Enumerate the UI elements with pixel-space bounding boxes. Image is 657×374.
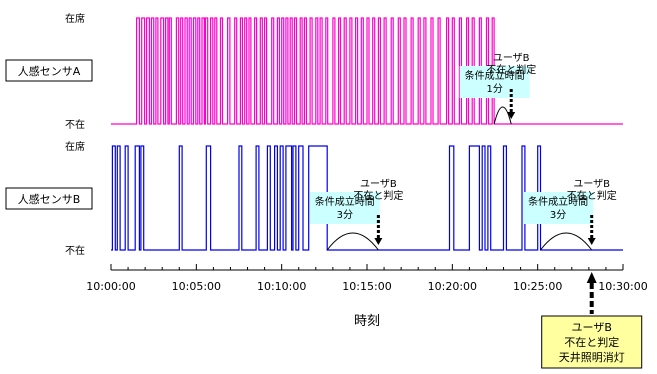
x-axis: 10:00:00 10:05:00 10:10:00 10:15:00 10:20:00… [86,264,648,293]
annotations: 条件成立時間1分ユーザB不在と判定条件成立時間3分ユーザB不在と判定条件成立時間… [309,52,617,251]
sensor-b-series [111,145,623,251]
condition-b1-box [309,192,380,224]
sensor-a-series [111,17,623,125]
condition-a-arc [493,106,512,125]
judge-b1-arrowhead [374,238,383,245]
judge-a-text-1: 不在と判定 [486,63,536,76]
x-tick-label: 10:30:00 [598,280,647,293]
sensor-b-name-box [5,187,93,210]
judge-a-arrowhead [507,112,516,119]
final-text-1: 不在と判定 [564,335,619,349]
sensor-b-state-off-label: 不在 [65,245,85,257]
sensor-a-state-off-label: 不在 [65,119,85,131]
x-tick-label: 10:20:00 [428,280,477,293]
judge-b1-text-0: ユーザB [360,178,397,190]
sensor-a-state-on-label: 在席 [65,12,85,25]
panel-a: 在席 不在 人感センサA [5,12,623,131]
condition-b2-text-0: 条件成立時間 [528,195,588,208]
final-text-2: 天井照明消灯 [559,350,625,364]
condition-b2-text-1: 3分 [550,209,566,221]
judge-b2-text-0: ユーザB [573,178,610,190]
judge-b2-text-1: 不在と判定 [567,189,617,202]
x-tick-label: 10:10:00 [257,280,306,293]
x-tick-label: 10:00:00 [86,280,135,293]
sensor-b-name: 人感センサB [18,193,81,206]
judge-b2-arrowhead [587,238,596,245]
x-tick-label: 10:05:00 [172,280,221,293]
condition-b2-arc [540,232,593,251]
condition-a-box [459,66,530,98]
final-box [541,315,643,369]
x-tick-label: 10:15:00 [342,280,391,293]
condition-b1-arc [326,232,379,251]
judge-b1-text-1: 不在と判定 [353,189,403,202]
final-text-0: ユーザB [572,321,612,334]
sensor-a-signal-line [111,17,623,125]
judge-a-text-0: ユーザB [493,52,530,64]
x-tick-label: 10:25:00 [513,280,562,293]
condition-b1-text-0: 条件成立時間 [315,195,375,208]
condition-a-text-1: 1分 [486,83,502,95]
sensor-a-name: 人感センサA [18,65,81,78]
final-arrowhead [586,272,597,283]
sensor-a-name-box [5,59,93,82]
sensor-b-signal-line [111,145,623,251]
condition-b2-box [523,192,594,224]
sensor-b-state-on-label: 在席 [65,140,85,153]
condition-b1-text-1: 3分 [337,209,353,221]
panel-b: 在席 不在 人感センサB [5,140,623,257]
condition-a-text-0: 条件成立時間 [465,69,525,82]
x-axis-label: 時刻 [354,314,380,329]
